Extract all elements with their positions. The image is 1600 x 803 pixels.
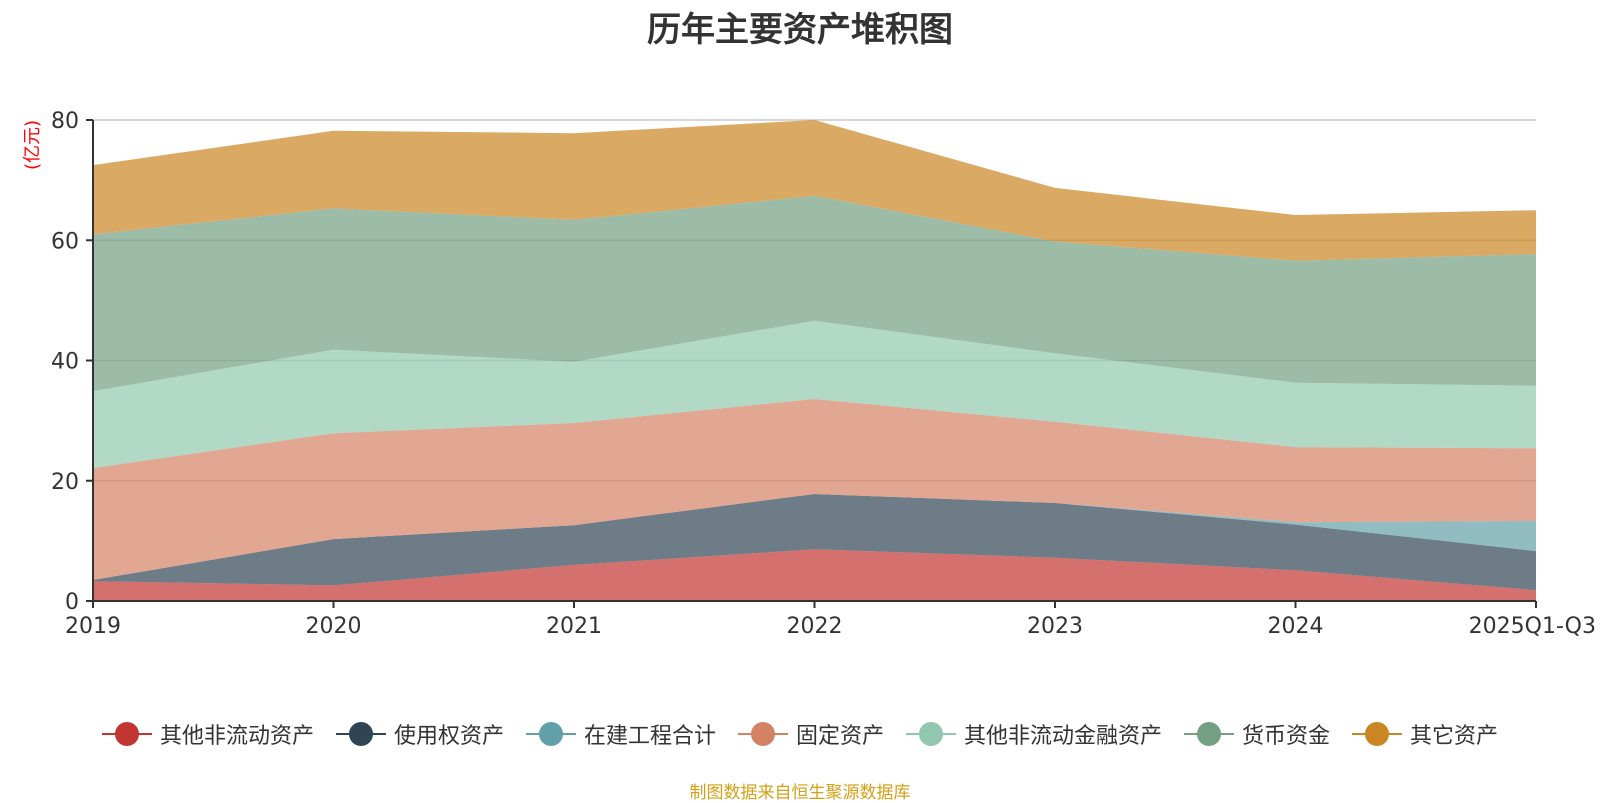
area-series-6	[93, 195, 1536, 392]
legend-label: 货币资金	[1242, 724, 1331, 749]
legend-label: 固定资产	[795, 724, 884, 749]
legend-label: 在建工程合计	[583, 724, 716, 749]
area-series-4	[93, 399, 1536, 580]
legend-marker-icon	[1184, 722, 1235, 746]
legend-marker-icon	[906, 722, 956, 746]
legend-item[interactable]: 其它资产	[1352, 718, 1498, 750]
x-tick-label: 2021	[546, 614, 602, 639]
x-tick-label: 2024	[1268, 614, 1324, 639]
axes: 0 20 40 60 80 2019 2020 2021 2022 2023 2024 2025Q1-…	[51, 109, 1596, 639]
y-axis-unit-label: (亿元)	[22, 120, 43, 170]
x-tick-label: 2022	[787, 614, 843, 639]
legend-item[interactable]: 在建工程合计	[525, 718, 716, 750]
area-series-2	[93, 494, 1536, 591]
x-tick-label: 2020	[306, 614, 362, 639]
legend-marker-icon	[737, 722, 788, 746]
area-series-7	[93, 120, 1536, 261]
legend-label: 其他非流动资产	[159, 724, 314, 749]
y-tick-label: 80	[51, 109, 79, 134]
legend-label: 其他非流动金融资产	[964, 724, 1163, 749]
y-tick-label: 40	[51, 350, 79, 375]
chart-title: 历年主要资产堆积图	[647, 10, 953, 50]
source-note: 制图数据来自恒生聚源数据库	[689, 783, 911, 803]
y-tick-label: 0	[65, 590, 79, 615]
legend-item[interactable]: 其他非流动金融资产	[906, 718, 1162, 750]
legend-marker-icon	[335, 722, 386, 746]
x-tick-label: 2023	[1027, 614, 1083, 639]
y-tick-label: 60	[51, 229, 79, 254]
legend-item[interactable]: 其他非流动资产	[101, 718, 314, 750]
y-tick-label: 20	[51, 470, 79, 495]
area-series-group	[93, 120, 1536, 601]
x-tick-label: 2025Q1-Q3	[1469, 614, 1596, 639]
x-tick-label: 2019	[65, 614, 121, 639]
legend-marker-icon	[101, 722, 152, 746]
legend-marker-icon	[1352, 722, 1403, 746]
legend-marker-icon	[525, 722, 576, 746]
legend-label: 使用权资产	[393, 724, 504, 749]
legend-item[interactable]: 固定资产	[737, 718, 884, 750]
area-series-5	[93, 320, 1536, 469]
legend: 其他非流动资产 使用权资产 在建工程合计 固定资产 其他非流动金融资产 货币资金 其它资产	[0, 718, 1600, 750]
legend-item[interactable]: 使用权资产	[335, 718, 504, 750]
legend-label: 其它资产	[1410, 724, 1499, 749]
legend-item[interactable]: 货币资金	[1184, 718, 1330, 750]
stacked-area-chart: 0 20 40 60 80 2019 2020 2021 2022 2023 2024 2025Q1-…	[22, 109, 1596, 639]
area-series-1	[93, 549, 1536, 601]
